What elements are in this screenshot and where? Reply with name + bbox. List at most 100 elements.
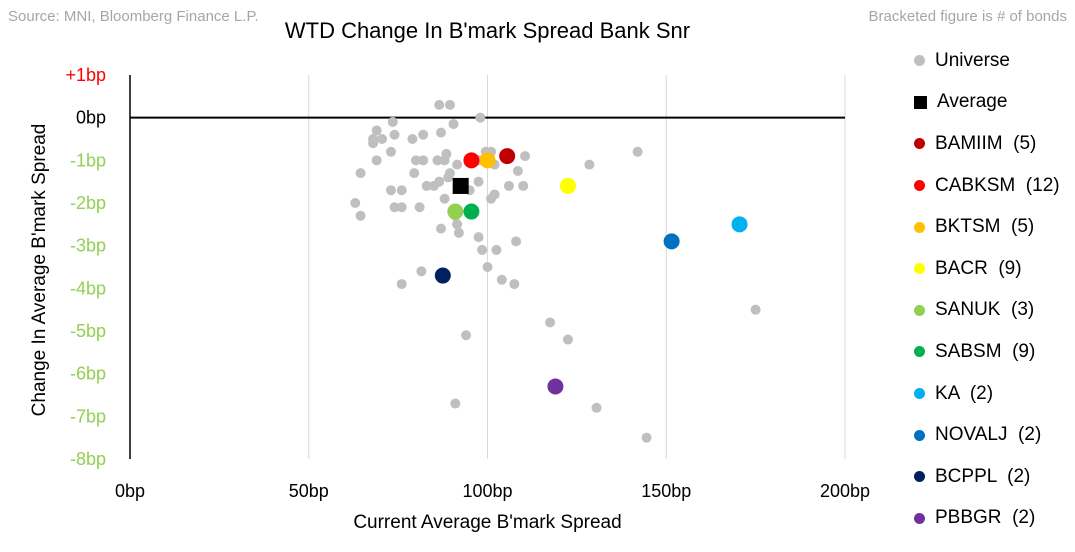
- chart-title: WTD Change In B'mark Spread Bank Snr: [284, 18, 691, 43]
- cabksm-point: [463, 152, 480, 169]
- universe-point: [396, 185, 407, 196]
- universe-point: [482, 262, 493, 272]
- universe-point: [520, 151, 531, 162]
- universe-point: [452, 219, 463, 230]
- universe-point: [355, 210, 366, 221]
- universe-point: [503, 180, 514, 191]
- universe-point: [434, 99, 445, 110]
- legend-label: Average: [937, 91, 1008, 113]
- x-tick-label: 100bp: [462, 481, 512, 501]
- universe-point: [389, 129, 400, 140]
- legend-marker: [914, 304, 925, 316]
- legend: Universe Average BAMIIM (5) CABKSM (12) BKTS…: [906, 40, 1071, 539]
- universe-point: [428, 180, 439, 191]
- legend-marker: [914, 471, 925, 483]
- universe-point: [389, 202, 400, 213]
- legend-marker: [914, 263, 925, 275]
- x-tick-label: 50bp: [289, 481, 329, 501]
- novalj-point: [663, 233, 680, 250]
- legend-label: SABSM (9): [935, 340, 1036, 362]
- legend-label: BCPPL (2): [935, 465, 1031, 487]
- legend-label: PBBGR (2): [935, 507, 1036, 529]
- legend-item-average: Average: [906, 82, 1071, 124]
- universe-point: [750, 304, 761, 315]
- x-tick-label: 150bp: [641, 481, 691, 501]
- pbbgr-point: [547, 378, 564, 395]
- legend-marker: [914, 55, 925, 67]
- universe-point: [355, 168, 366, 179]
- legend-marker: [914, 346, 925, 358]
- y-tick-label: -5bp: [70, 321, 106, 341]
- legend-item-bamiim: BAMIIM (5): [906, 123, 1071, 165]
- universe-point: [562, 334, 573, 345]
- x-tick-label: 0bp: [115, 481, 145, 501]
- universe-point: [411, 155, 421, 166]
- bond-count-note: Bracketed figure is # of bonds: [868, 8, 1067, 25]
- legend-item-bacr: BACR (9): [906, 248, 1071, 290]
- average-point: [452, 177, 469, 194]
- universe-point: [509, 279, 520, 290]
- y-tick-label: -1bp: [70, 150, 106, 170]
- legend-item-novalj: NOVALJ (2): [906, 414, 1071, 456]
- ka-point: [731, 216, 748, 233]
- universe-point: [452, 159, 463, 170]
- legend-label: BACR (9): [935, 257, 1022, 279]
- universe-point: [443, 172, 454, 183]
- legend-marker: [914, 221, 925, 233]
- universe-point: [641, 432, 652, 443]
- y-tick-label: -2bp: [70, 193, 106, 213]
- universe-point: [439, 193, 450, 204]
- universe-point: [436, 223, 447, 234]
- universe-point: [407, 134, 418, 144]
- universe-point: [491, 244, 502, 255]
- legend-marker: [914, 138, 925, 150]
- y-tick-label: -3bp: [70, 236, 106, 256]
- universe-point: [350, 198, 361, 208]
- universe-point: [368, 138, 379, 149]
- bktsm-point: [479, 152, 496, 169]
- legend-item-ka: KA (2): [906, 373, 1071, 415]
- universe-point: [496, 274, 507, 285]
- legend-marker: [914, 95, 927, 109]
- legend-item-sanuk: SANUK (3): [906, 290, 1071, 332]
- bcppl-point: [434, 267, 451, 284]
- universe-point: [475, 112, 486, 123]
- legend-item-universe: Universe: [906, 40, 1071, 82]
- universe-point: [545, 317, 556, 328]
- legend-marker: [914, 429, 925, 441]
- bacr-point: [559, 177, 576, 194]
- y-tick-label: -4bp: [70, 278, 106, 298]
- y-tick-label: 0bp: [76, 108, 106, 128]
- universe-point: [385, 146, 396, 157]
- y-tick-label: -8bp: [70, 449, 106, 469]
- legend-label: BAMIIM (5): [935, 132, 1037, 154]
- universe-point: [450, 398, 461, 409]
- universe-point: [396, 279, 407, 290]
- legend-marker: [914, 180, 925, 192]
- universe-point: [377, 134, 388, 144]
- universe-point: [518, 180, 529, 191]
- universe-point: [409, 168, 420, 179]
- universe-point: [584, 159, 595, 170]
- legend-item-bktsm: BKTSM (5): [906, 206, 1071, 248]
- legend-item-bcppl: BCPPL (2): [906, 456, 1071, 498]
- legend-marker: [914, 388, 925, 400]
- legend-item-cabksm: CABKSM (12): [906, 165, 1071, 207]
- universe-point: [511, 236, 522, 247]
- universe-point: [489, 189, 500, 200]
- source-note: Source: MNI, Bloomberg Finance L.P.: [8, 8, 259, 25]
- legend-label: BKTSM (5): [935, 216, 1035, 238]
- bamiim-point: [499, 148, 516, 165]
- legend-label: NOVALJ (2): [935, 424, 1042, 446]
- universe-point: [512, 166, 523, 176]
- y-tick-label: +1bp: [65, 65, 106, 85]
- y-axis-label: Change In Average B'mark Spread: [29, 123, 50, 417]
- legend-label: SANUK (3): [935, 299, 1035, 321]
- legend-item-sabsm: SABSM (9): [906, 331, 1071, 373]
- universe-point: [473, 176, 484, 187]
- legend-label: KA (2): [935, 382, 994, 404]
- y-tick-label: -7bp: [70, 406, 106, 426]
- universe-point: [477, 244, 488, 255]
- universe-point: [421, 180, 432, 191]
